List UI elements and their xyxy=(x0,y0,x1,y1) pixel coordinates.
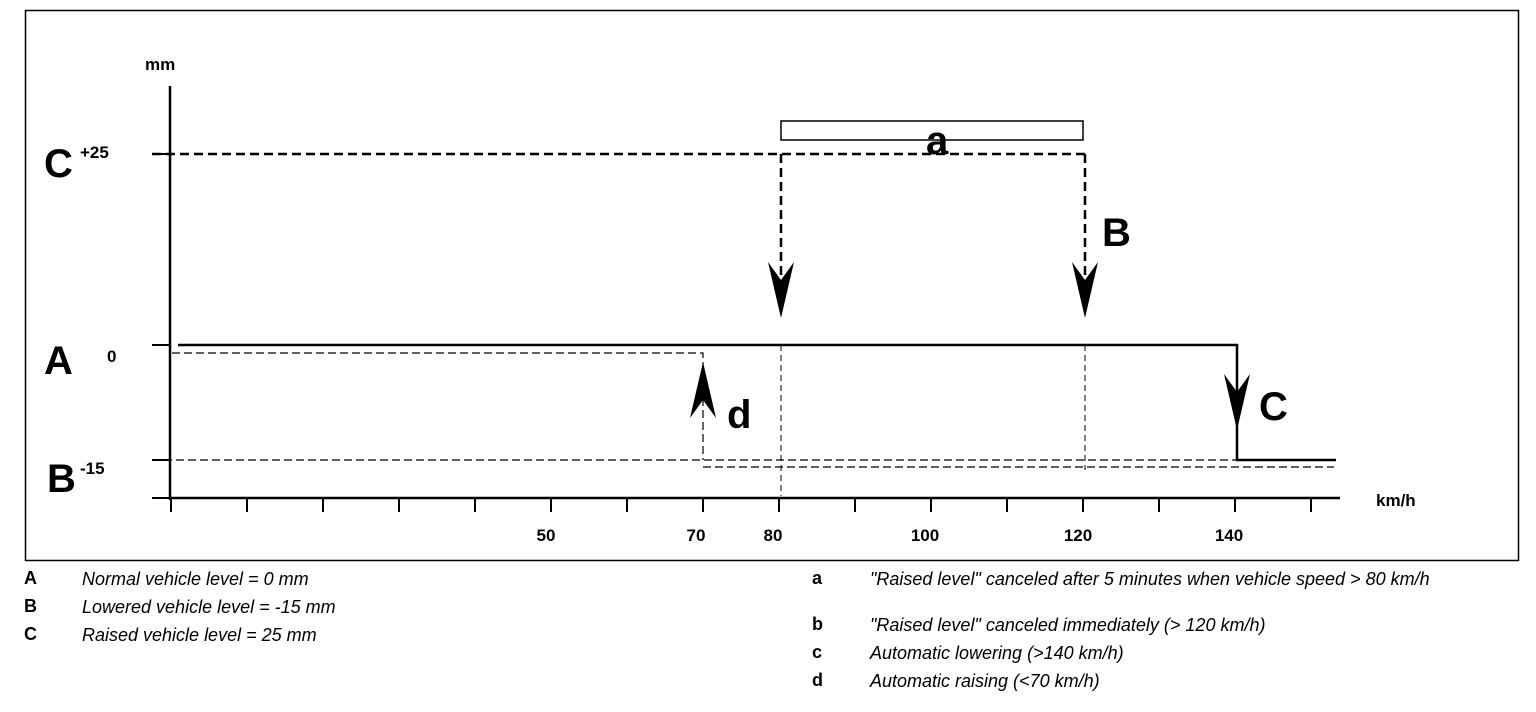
level-a-value: 0 xyxy=(107,347,116,366)
callout-c: C xyxy=(1259,385,1288,429)
legend-item: B Lowered vehicle level = -15 mm xyxy=(24,596,584,624)
legend-key: c xyxy=(812,642,823,662)
arrow-down-80 xyxy=(768,262,794,318)
level-c-letter: C xyxy=(44,142,73,186)
lowered-level-dashed-a xyxy=(172,352,704,460)
legend-item: c Automatic lowering (>140 km/h) xyxy=(812,642,1512,670)
arrow-down-140 xyxy=(1224,374,1250,430)
legend-key: d xyxy=(812,670,823,690)
x-tick-label-120: 120 xyxy=(1064,526,1092,545)
normal-level-line xyxy=(178,343,1336,462)
legend-key: C xyxy=(24,624,37,644)
legend-item: d Automatic raising (<70 km/h) xyxy=(812,670,1512,698)
arrow-down-120 xyxy=(1072,262,1098,318)
legend-key: B xyxy=(24,596,37,616)
legend-levels: A Normal vehicle level = 0 mm B Lowered … xyxy=(24,568,584,652)
legend-transitions: a "Raised level" canceled after 5 minute… xyxy=(812,568,1512,698)
legend-text: Raised vehicle level = 25 mm xyxy=(82,625,317,645)
x-ticks xyxy=(170,498,1312,512)
legend-item: A Normal vehicle level = 0 mm xyxy=(24,568,584,596)
x-axis-unit: km/h xyxy=(1376,491,1416,510)
level-b-value: -15 xyxy=(80,459,105,478)
callout-d: d xyxy=(727,393,751,437)
legend-key: a xyxy=(812,568,823,588)
legend-key: b xyxy=(812,614,823,634)
legend-item: b "Raised level" canceled immediately (>… xyxy=(812,614,1512,642)
legend-text: Normal vehicle level = 0 mm xyxy=(82,569,309,589)
x-tick-label-100: 100 xyxy=(911,526,939,545)
legend-text: Lowered vehicle level = -15 mm xyxy=(82,597,336,617)
arrow-up-70 xyxy=(690,362,716,418)
diagram-frame xyxy=(24,9,1520,562)
level-c-value: +25 xyxy=(80,143,109,162)
legend-text: "Raised level" canceled after 5 minutes … xyxy=(870,569,1430,589)
timer-box-a xyxy=(780,120,1084,141)
legend-key: A xyxy=(24,568,37,588)
y-axis-unit: mm xyxy=(145,55,175,74)
x-tick-label-50: 50 xyxy=(537,526,556,545)
legend-item: C Raised vehicle level = 25 mm xyxy=(24,624,584,652)
legend-text: Automatic raising (<70 km/h) xyxy=(870,671,1100,691)
legend-text: "Raised level" canceled immediately (> 1… xyxy=(870,615,1266,635)
level-b-letter: B xyxy=(47,457,76,501)
level-a-letter: A xyxy=(44,339,73,383)
callout-a: a xyxy=(926,119,949,163)
x-tick-label-70: 70 xyxy=(687,526,706,545)
x-tick-label-80: 80 xyxy=(764,526,783,545)
x-tick-label-140: 140 xyxy=(1215,526,1243,545)
legend-text: Automatic lowering (>140 km/h) xyxy=(870,643,1124,663)
legend-item: a "Raised level" canceled after 5 minute… xyxy=(812,568,1512,614)
callout-b: B xyxy=(1102,211,1131,255)
